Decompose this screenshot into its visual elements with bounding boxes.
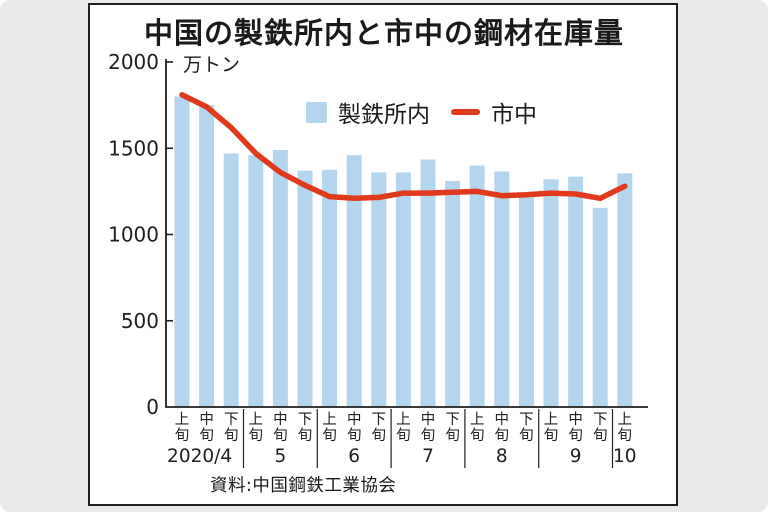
period-label: 中 xyxy=(199,411,214,428)
bar-中旬 xyxy=(199,105,215,407)
month-label: 7 xyxy=(422,446,434,467)
period-label: 中 xyxy=(495,411,510,428)
period-label: 上 xyxy=(544,411,559,428)
period-label: 旬 xyxy=(249,427,264,444)
bar-上旬 xyxy=(248,155,264,407)
bar-下旬 xyxy=(445,181,461,407)
period-label: 下 xyxy=(593,412,608,428)
bar-上旬 xyxy=(395,172,411,407)
bar-上旬 xyxy=(469,165,485,407)
bar-下旬 xyxy=(297,170,313,407)
period-label: 下 xyxy=(372,412,387,428)
bar-中旬 xyxy=(346,155,362,407)
period-label: 旬 xyxy=(347,427,362,444)
period-label: 中 xyxy=(347,411,362,428)
bar-下旬 xyxy=(518,196,534,407)
period-label: 旬 xyxy=(322,427,337,444)
period-label: 下 xyxy=(298,412,313,428)
bar-中旬 xyxy=(420,159,436,407)
period-label: 旬 xyxy=(273,427,288,444)
period-label: 旬 xyxy=(519,427,534,444)
y-tick-label: 1000 xyxy=(108,223,159,247)
period-label: 旬 xyxy=(396,427,411,444)
bar-下旬 xyxy=(371,172,387,407)
bar-上旬 xyxy=(174,96,190,407)
month-label: 6 xyxy=(348,446,360,467)
y-tick-label: 1500 xyxy=(108,136,159,160)
y-axis-unit-label: 万トン xyxy=(183,54,241,76)
month-label: 5 xyxy=(275,446,287,467)
period-label: 旬 xyxy=(372,427,387,444)
market-line xyxy=(179,92,628,202)
period-label: 上 xyxy=(322,411,337,428)
y-tick-label: 500 xyxy=(121,309,159,333)
bar-上旬 xyxy=(322,169,338,407)
legend-bar-swatch-icon xyxy=(306,101,327,123)
period-label: 旬 xyxy=(445,427,460,444)
bar-中旬 xyxy=(272,150,288,407)
period-label: 旬 xyxy=(224,427,239,444)
period-label: 旬 xyxy=(618,427,633,444)
period-label: 旬 xyxy=(175,427,190,444)
bar-上旬 xyxy=(543,179,559,407)
month-label: 8 xyxy=(496,446,508,467)
legend-bar-label: 製鉄所内 xyxy=(338,102,430,128)
period-label: 上 xyxy=(618,411,633,428)
bar-中旬 xyxy=(568,176,584,407)
axis-lines xyxy=(165,59,648,408)
period-label: 旬 xyxy=(470,427,485,444)
period-label: 旬 xyxy=(421,427,436,444)
period-label: 下 xyxy=(224,412,239,428)
period-label: 上 xyxy=(470,411,485,428)
month-label: 2020/4 xyxy=(167,446,232,467)
period-label: 上 xyxy=(175,411,190,428)
legend: 製鉄所内 市中 xyxy=(306,95,537,129)
period-label: 上 xyxy=(249,411,264,428)
y-tick-label: 2000 xyxy=(108,50,159,74)
bar-下旬 xyxy=(223,153,239,407)
period-label: 中 xyxy=(421,411,436,428)
legend-line-label: 市中 xyxy=(491,102,537,128)
period-label: 旬 xyxy=(568,427,583,444)
period-label: 旬 xyxy=(199,427,214,444)
month-label: 9 xyxy=(570,446,582,467)
chart-title: 中国の製鉄所内と市中の鋼材在庫量 xyxy=(143,16,624,50)
period-label: 下 xyxy=(445,412,460,428)
period-label: 下 xyxy=(519,412,534,428)
period-label: 旬 xyxy=(298,427,313,444)
period-label: 旬 xyxy=(544,427,559,444)
bar-中旬 xyxy=(494,171,510,407)
y-tick-label: 0 xyxy=(146,395,159,419)
month-label: 10 xyxy=(613,446,637,467)
period-label: 中 xyxy=(568,411,583,428)
bar-上旬 xyxy=(617,173,633,407)
period-label: 上 xyxy=(396,411,411,428)
period-label: 旬 xyxy=(495,427,510,444)
source-note: 資料:中国鋼鉄工業協会 xyxy=(210,476,397,496)
period-label: 中 xyxy=(273,411,288,428)
legend-line-swatch-icon xyxy=(451,109,480,115)
period-label: 旬 xyxy=(593,427,608,444)
bar-下旬 xyxy=(592,207,608,407)
